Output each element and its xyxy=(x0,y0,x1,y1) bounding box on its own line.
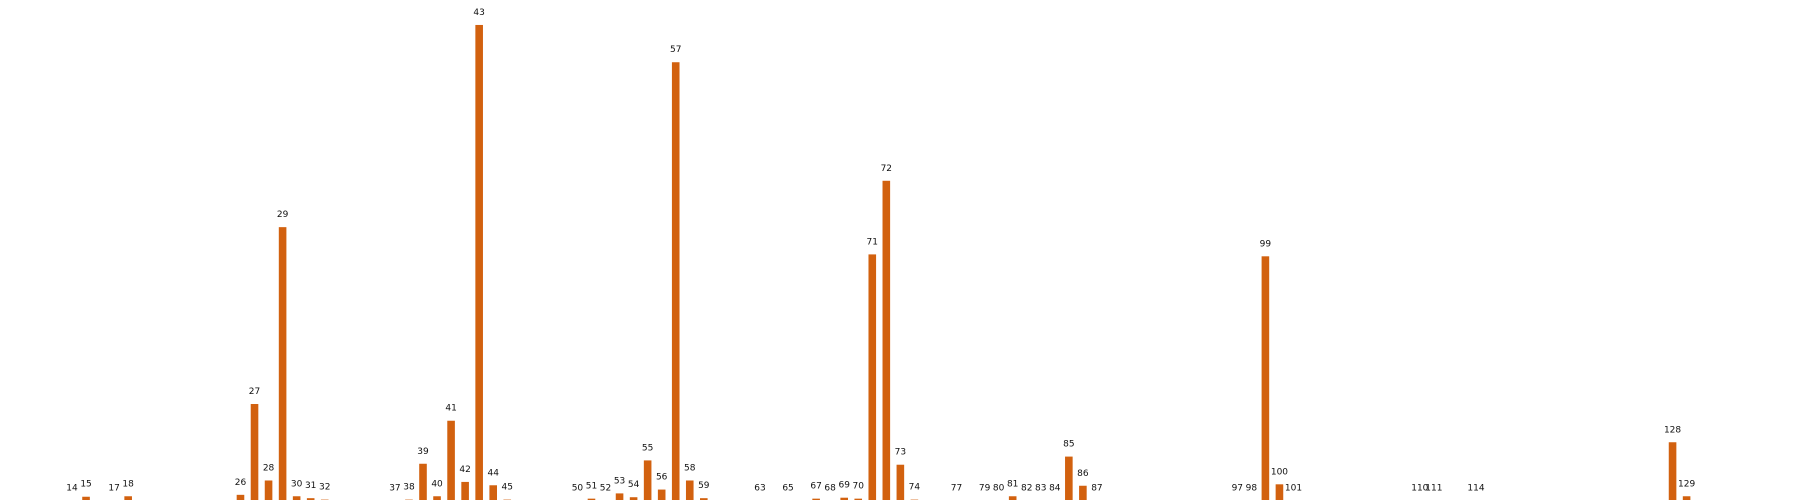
bar-69 xyxy=(840,497,848,500)
bar-label-67: 67 xyxy=(810,482,821,492)
bar-44 xyxy=(489,485,497,500)
bar-label-80: 80 xyxy=(993,484,1005,494)
bar-label-31: 31 xyxy=(305,481,316,491)
bar-label-39: 39 xyxy=(417,447,429,457)
bar-59 xyxy=(700,498,708,500)
bar-42 xyxy=(461,481,469,500)
bar-29 xyxy=(278,227,287,500)
bar-label-128: 128 xyxy=(1664,425,1681,435)
bar-label-52: 52 xyxy=(600,484,611,494)
bar-54 xyxy=(629,497,638,500)
bar-label-98: 98 xyxy=(1246,484,1258,494)
bar-label-69: 69 xyxy=(838,481,850,491)
bar-28 xyxy=(264,480,273,500)
bar-label-110: 110 xyxy=(1411,484,1428,494)
bar-70 xyxy=(854,498,863,500)
bar-72 xyxy=(882,180,891,500)
bar-43 xyxy=(475,24,483,500)
bar-label-40: 40 xyxy=(431,479,443,489)
bar-label-81: 81 xyxy=(1007,479,1018,489)
bar-label-111: 111 xyxy=(1425,484,1442,494)
bar-label-15: 15 xyxy=(80,480,91,490)
bar-label-42: 42 xyxy=(459,465,470,475)
bar-label-84: 84 xyxy=(1049,484,1061,494)
bar-label-53: 53 xyxy=(614,476,625,486)
bar-53 xyxy=(615,493,624,500)
bar-86 xyxy=(1079,485,1087,500)
bar-label-32: 32 xyxy=(319,483,330,493)
bar-label-100: 100 xyxy=(1271,467,1288,477)
bar-73 xyxy=(896,464,905,500)
bar-label-57: 57 xyxy=(670,45,681,55)
bar-label-18: 18 xyxy=(122,479,134,489)
bar-label-27: 27 xyxy=(249,387,260,397)
bar-57 xyxy=(671,62,680,500)
bar-label-29: 29 xyxy=(277,210,289,220)
bar-label-43: 43 xyxy=(473,8,484,18)
bar-label-44: 44 xyxy=(487,468,499,478)
bars-layer xyxy=(82,24,1691,500)
bar-label-71: 71 xyxy=(867,237,878,247)
bar-label-14: 14 xyxy=(66,484,78,494)
bar-18 xyxy=(124,496,132,500)
bar-label-45: 45 xyxy=(502,483,513,493)
bar-label-72: 72 xyxy=(881,164,892,174)
bar-56 xyxy=(657,489,666,500)
bar-81 xyxy=(1008,496,1017,500)
bar-label-79: 79 xyxy=(979,484,991,494)
bar-71 xyxy=(868,254,877,500)
bar-label-97: 97 xyxy=(1232,484,1243,494)
bar-85 xyxy=(1065,456,1073,500)
bar-label-26: 26 xyxy=(235,478,247,488)
bar-label-58: 58 xyxy=(684,463,696,473)
bar-label-54: 54 xyxy=(628,480,640,490)
bar-label-85: 85 xyxy=(1063,440,1074,450)
bar-label-68: 68 xyxy=(824,484,836,494)
bar-label-55: 55 xyxy=(642,443,653,453)
bar-55 xyxy=(643,460,652,500)
bar-128 xyxy=(1668,442,1677,500)
bar-30 xyxy=(292,496,301,500)
bar-51 xyxy=(587,498,596,500)
bar-39 xyxy=(419,463,427,500)
bar-label-28: 28 xyxy=(263,463,275,473)
bar-27 xyxy=(250,404,259,500)
bar-label-63: 63 xyxy=(754,484,765,494)
bar-58 xyxy=(685,480,694,500)
bar-label-101: 101 xyxy=(1285,484,1302,494)
bar-label-74: 74 xyxy=(909,483,921,493)
bar-label-30: 30 xyxy=(291,479,303,489)
bar-129 xyxy=(1682,496,1691,500)
bar-label-51: 51 xyxy=(586,482,597,492)
bar-label-87: 87 xyxy=(1091,484,1102,494)
bar-label-65: 65 xyxy=(782,484,793,494)
bar-26 xyxy=(236,494,245,500)
bar-label-73: 73 xyxy=(895,448,906,458)
bar-label-129: 129 xyxy=(1678,479,1695,489)
bar-label-41: 41 xyxy=(445,404,456,414)
bar-99 xyxy=(1261,256,1270,500)
bar-label-17: 17 xyxy=(108,484,119,494)
bar-41 xyxy=(447,420,455,500)
bar-31 xyxy=(306,498,315,500)
bar-label-38: 38 xyxy=(403,483,415,493)
bar-label-59: 59 xyxy=(698,481,710,491)
bar-label-56: 56 xyxy=(656,473,668,483)
bar-label-86: 86 xyxy=(1077,469,1089,479)
bar-label-37: 37 xyxy=(389,484,400,494)
bar-label-50: 50 xyxy=(572,484,584,494)
bar-label-82: 82 xyxy=(1021,484,1032,494)
bar-label-114: 114 xyxy=(1467,484,1484,494)
bar-labels-layer: 14 15 17 18 26 27 28 29 30 31 32 37 38 39 40 41 42 43 4445… xyxy=(66,8,1695,494)
bar-15 xyxy=(82,496,90,500)
bar-100 xyxy=(1275,484,1284,500)
bar-label-83: 83 xyxy=(1035,484,1046,494)
bar-40 xyxy=(433,496,441,500)
bar-67 xyxy=(812,498,820,500)
bar-label-99: 99 xyxy=(1260,239,1272,249)
bar-label-70: 70 xyxy=(853,482,865,492)
bar-label-77: 77 xyxy=(951,484,962,494)
